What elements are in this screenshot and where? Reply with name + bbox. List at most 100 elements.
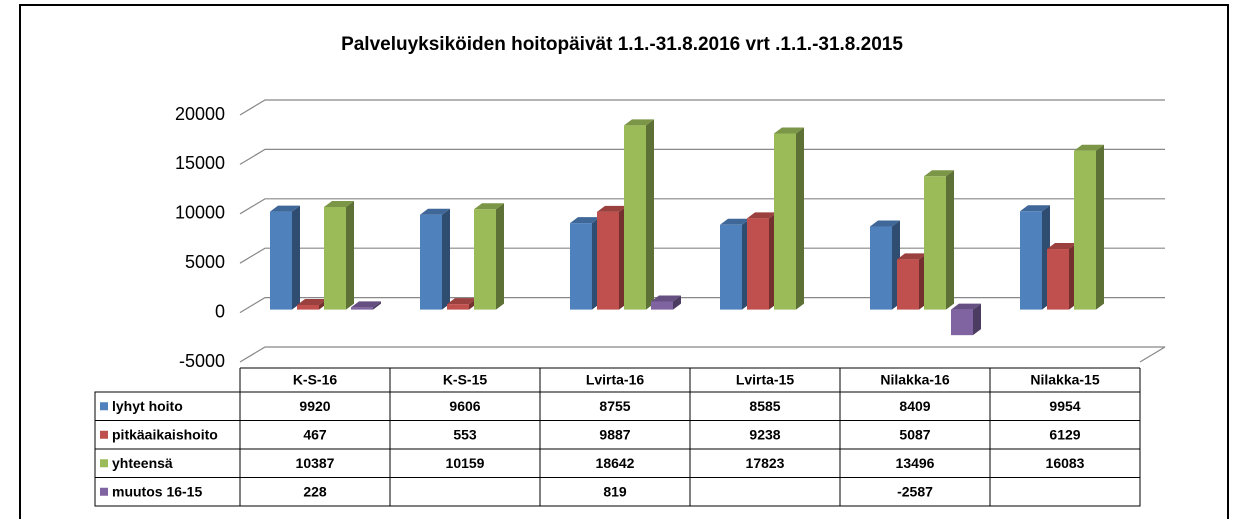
bar-top [924, 170, 954, 177]
table-value: 553 [453, 426, 477, 442]
table-value: -2587 [897, 483, 933, 499]
bar-group [1020, 205, 1050, 310]
bar [720, 224, 742, 310]
bar-side [973, 303, 981, 336]
table-value: 8409 [899, 398, 930, 414]
legend-key [100, 430, 108, 439]
x-tick-label: Lvirta-16 [586, 372, 645, 388]
bar-side [442, 208, 450, 310]
bar-top [297, 298, 327, 305]
bar-group [951, 303, 981, 336]
table-value: 17823 [746, 455, 785, 471]
table-value: 9606 [449, 398, 480, 414]
x-tick-label: K-S-16 [293, 372, 338, 388]
bar-top [420, 208, 450, 215]
grid-line [239, 297, 1165, 314]
bar [651, 301, 673, 310]
bar [1047, 249, 1069, 310]
bar-top [720, 218, 750, 225]
bar [1074, 150, 1096, 310]
bar-group [870, 220, 900, 310]
table-value: 9887 [599, 426, 630, 442]
bar-group [774, 127, 804, 310]
bar-top [951, 303, 981, 310]
bar [774, 133, 796, 310]
bar-top [897, 253, 927, 260]
bar-side [796, 127, 804, 310]
table-value: 467 [303, 426, 327, 442]
bar-side [946, 170, 954, 310]
bar [324, 206, 346, 310]
y-tick-label: 0 [215, 301, 225, 321]
y-tick-label: 20000 [175, 104, 225, 124]
legend-label: lyhyt hoito [112, 398, 183, 414]
x-tick-label: Lvirta-15 [736, 372, 795, 388]
floor-edge [1139, 346, 1166, 363]
bar [474, 209, 496, 310]
bar-group [474, 203, 504, 310]
bar-top [474, 203, 504, 210]
table-value: 8755 [599, 398, 630, 414]
bar-top [1047, 243, 1077, 250]
grid-line [239, 99, 1165, 116]
bar-top [447, 298, 477, 305]
bar-group [420, 208, 450, 310]
grid-line [239, 346, 1165, 363]
bar [270, 211, 292, 310]
bar-top [1074, 144, 1104, 151]
bar-group [1047, 243, 1077, 310]
table-value: 13496 [896, 455, 935, 471]
bar [1020, 211, 1042, 310]
bar-group [720, 218, 750, 310]
bar-top [324, 200, 354, 207]
y-tick-label: 10000 [175, 203, 225, 223]
bar-group [924, 170, 954, 310]
grid-line [239, 198, 1165, 215]
bar-group [651, 295, 681, 310]
bar [747, 218, 769, 310]
bar-top [597, 205, 627, 212]
bar-group [897, 253, 927, 310]
bar-top [870, 220, 900, 227]
chart-title: Palveluyksiköiden hoitopäivät 1.1.-31.8.… [341, 34, 903, 55]
bar-side [673, 295, 681, 310]
table-value: 10387 [296, 455, 335, 471]
table-value: 819 [603, 483, 627, 499]
y-tick-label: 15000 [175, 153, 225, 173]
bar-group [1074, 144, 1104, 310]
bar [624, 125, 646, 310]
legend-label: muutos 16-15 [112, 483, 202, 499]
bar-top [624, 119, 654, 126]
bar-group [351, 301, 381, 310]
grid-line [239, 247, 1165, 264]
bar [420, 214, 442, 310]
x-tick-label: K-S-15 [443, 372, 488, 388]
grid-line [239, 148, 1165, 165]
bar-group [597, 205, 627, 310]
y-tick-label: -5000 [179, 351, 225, 371]
table-value: 228 [303, 483, 327, 499]
bar [447, 304, 469, 310]
bar-top [351, 301, 381, 308]
bar [924, 176, 946, 310]
bar-group [624, 119, 654, 310]
bar [870, 226, 892, 310]
bar [297, 304, 319, 310]
bar-top [1020, 205, 1050, 212]
bar-group [270, 205, 300, 310]
bar-top [570, 217, 600, 224]
x-tick-label: Nilakka-16 [880, 372, 949, 388]
bar [597, 211, 619, 310]
table-value: 9238 [749, 426, 780, 442]
bar-top [774, 127, 804, 134]
bar [897, 259, 919, 310]
table-value: 9920 [299, 398, 330, 414]
bar [570, 223, 592, 310]
bar-side [1096, 144, 1104, 310]
table-value: 6129 [1049, 426, 1080, 442]
table-value: 5087 [899, 426, 930, 442]
table-value: 16083 [1046, 455, 1085, 471]
legend-label: yhteensä [112, 455, 173, 471]
table-value: 18642 [596, 455, 635, 471]
